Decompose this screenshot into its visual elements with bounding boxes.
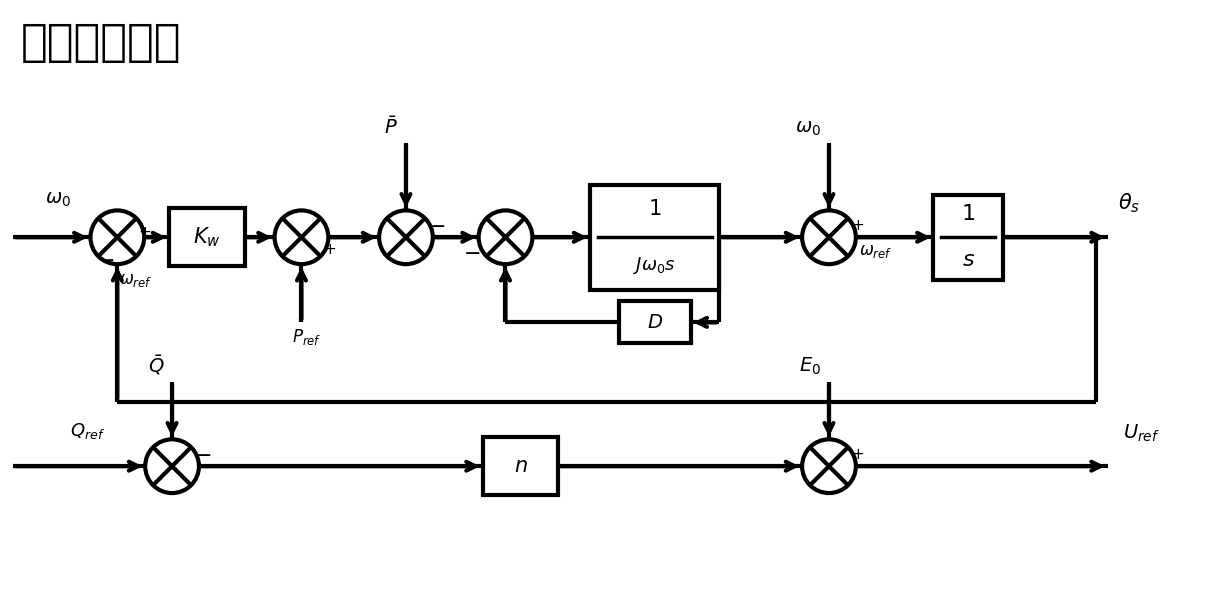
- Text: $\theta_s$: $\theta_s$: [1118, 192, 1140, 215]
- Text: $Q_{ref}$: $Q_{ref}$: [70, 422, 105, 441]
- Text: $-$: $-$: [194, 444, 212, 464]
- FancyBboxPatch shape: [933, 195, 1003, 279]
- Text: $K_w$: $K_w$: [193, 226, 220, 249]
- Text: $+$: $+$: [323, 242, 336, 257]
- Text: $s$: $s$: [961, 250, 975, 270]
- Text: $-$: $-$: [428, 215, 445, 236]
- Text: $\omega_{ref}$: $\omega_{ref}$: [120, 271, 153, 289]
- Text: $-$: $-$: [97, 249, 114, 269]
- FancyBboxPatch shape: [169, 208, 245, 266]
- Text: $P_{ref}$: $P_{ref}$: [291, 327, 322, 347]
- FancyBboxPatch shape: [483, 437, 558, 495]
- Text: $+$: $+$: [851, 218, 863, 233]
- Text: $+$: $+$: [851, 447, 863, 462]
- Text: $n$: $n$: [514, 456, 527, 476]
- Text: $\omega_0$: $\omega_0$: [795, 119, 821, 138]
- Text: $J\omega_0 s$: $J\omega_0 s$: [634, 255, 676, 276]
- Text: $\omega_0$: $\omega_0$: [44, 191, 71, 210]
- Text: $\bar{P}$: $\bar{P}$: [384, 116, 397, 138]
- Text: 虚拟同步算法: 虚拟同步算法: [21, 21, 181, 65]
- Text: $1$: $1$: [961, 204, 976, 224]
- Text: $\omega_{ref}$: $\omega_{ref}$: [859, 242, 893, 260]
- Text: $-$: $-$: [464, 242, 481, 262]
- Text: $D$: $D$: [647, 313, 663, 332]
- FancyBboxPatch shape: [591, 185, 719, 289]
- Text: $E_0$: $E_0$: [799, 355, 821, 377]
- Text: $\bar{Q}$: $\bar{Q}$: [148, 353, 164, 377]
- Text: $1$: $1$: [648, 200, 662, 220]
- Text: $+$: $+$: [138, 225, 152, 240]
- Text: $U_{ref}$: $U_{ref}$: [1123, 423, 1159, 445]
- FancyBboxPatch shape: [619, 301, 691, 343]
